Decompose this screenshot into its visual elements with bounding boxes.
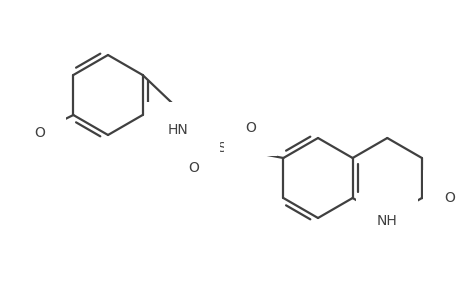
Text: O: O <box>188 161 199 175</box>
Text: HN: HN <box>167 123 188 137</box>
Text: O: O <box>245 121 255 135</box>
Text: S: S <box>217 141 226 155</box>
Text: NH: NH <box>376 214 397 228</box>
Text: O: O <box>443 191 454 205</box>
Text: O: O <box>34 126 45 140</box>
